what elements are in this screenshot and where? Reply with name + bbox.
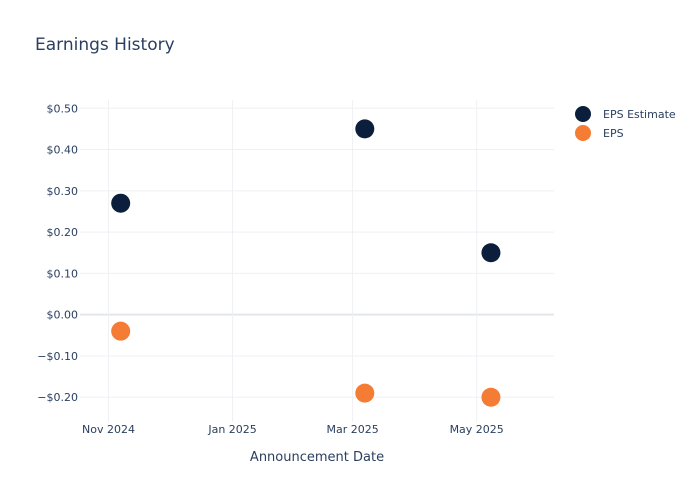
x-axis-title: Announcement Date [250,450,384,465]
chart-title: Earnings History [35,35,175,55]
legend-marker[interactable] [575,125,591,141]
data-points [111,119,501,407]
y-tick-label: −$0.10 [37,350,78,363]
y-tick-label: $0.50 [47,102,79,115]
legend-label[interactable]: EPS Estimate [603,108,676,121]
x-axis-ticks: Nov 2024 Jan 2025 Mar 2025 May 2025 [82,423,504,436]
x-tick-label: May 2025 [450,423,504,436]
x-tick-label: Nov 2024 [82,423,135,436]
eps-point[interactable] [111,321,131,341]
legend-label[interactable]: EPS [603,127,624,140]
y-tick-label: −$0.20 [37,391,78,404]
x-tick-label: Mar 2025 [326,423,378,436]
eps-estimate-point[interactable] [111,193,131,213]
eps-estimate-point[interactable] [355,119,375,139]
legend[interactable]: EPS Estimate EPS [575,106,676,141]
eps-point[interactable] [481,387,501,407]
legend-marker[interactable] [575,106,591,122]
y-tick-label: $0.20 [47,226,79,239]
y-axis-ticks: $0.50 $0.40 $0.30 $0.20 $0.10 $0.00 −$0.10 −$0.… [37,102,78,404]
y-tick-label: $0.30 [47,185,79,198]
y-tick-label: $0.00 [47,309,79,322]
eps-point[interactable] [355,383,375,403]
x-tick-label: Jan 2025 [207,423,256,436]
eps-estimate-point[interactable] [481,243,501,263]
grid [80,100,554,422]
y-tick-label: $0.10 [47,267,79,280]
y-tick-label: $0.40 [47,144,79,157]
